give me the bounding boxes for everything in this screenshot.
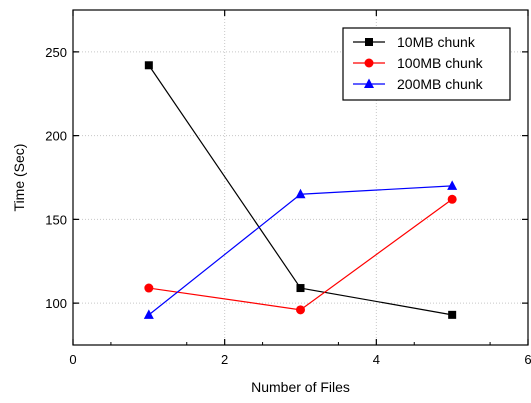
y-tick-label: 200 xyxy=(45,129,67,144)
data-series xyxy=(143,61,458,319)
y-tick-label: 150 xyxy=(45,212,67,227)
data-point-10mb-chunk xyxy=(144,61,153,70)
series-line-200mb-chunk xyxy=(148,185,453,316)
grid-lines xyxy=(73,10,528,345)
legend-label-200mb-chunk: 200MB chunk xyxy=(397,76,484,92)
legend-label-10mb-chunk: 10MB chunk xyxy=(397,34,476,50)
x-tick-label: 2 xyxy=(221,352,228,367)
x-tick-label: 6 xyxy=(524,352,531,367)
legend-marker-10mb-chunk xyxy=(365,38,373,46)
data-point-100mb-chunk xyxy=(447,194,457,204)
legend-label-100mb-chunk: 100MB chunk xyxy=(397,55,484,71)
data-point-200mb-chunk xyxy=(143,309,154,319)
data-point-200mb-chunk xyxy=(295,188,306,199)
series-10mb-chunk xyxy=(144,61,457,319)
data-point-10mb-chunk xyxy=(296,284,305,293)
y-axis-label: Time (Sec) xyxy=(11,144,27,212)
legend-marker-100mb-chunk xyxy=(364,58,374,68)
y-tick-label: 100 xyxy=(45,296,67,311)
x-tick-label: 0 xyxy=(69,352,76,367)
data-point-10mb-chunk xyxy=(448,310,457,319)
y-axis-ticks: 100 150 200 250 xyxy=(45,45,528,311)
plot-frame xyxy=(72,9,529,346)
data-point-200mb-chunk xyxy=(447,180,458,190)
x-tick-label: 4 xyxy=(373,352,380,367)
x-axis-label: Number of Files xyxy=(251,379,350,395)
legend: 10MB chunk 100MB chunk 200MB chunk xyxy=(342,27,511,101)
series-200mb-chunk xyxy=(143,180,458,319)
series-100mb-chunk xyxy=(144,194,457,315)
data-point-100mb-chunk xyxy=(144,283,154,293)
y-tick-label: 250 xyxy=(45,45,67,60)
legend-marker-200mb-chunk xyxy=(364,78,374,88)
series-line-100mb-chunk xyxy=(148,198,453,311)
data-point-100mb-chunk xyxy=(296,305,305,315)
